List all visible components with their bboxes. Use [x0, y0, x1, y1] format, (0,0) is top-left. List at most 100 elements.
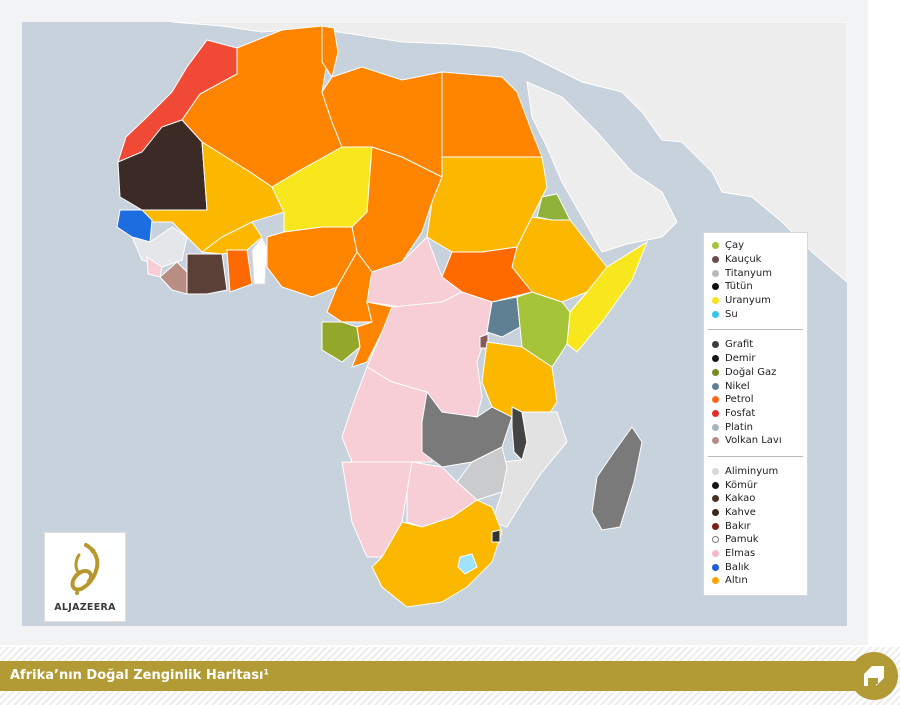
- region-lesotho: [457, 553, 478, 575]
- legend-label: Altın: [725, 575, 748, 587]
- legend-label: Platin: [725, 421, 753, 433]
- region-madagascar: [591, 426, 643, 531]
- legend-item: Balık: [712, 560, 799, 574]
- legend-label: Titanyum: [725, 267, 772, 279]
- legend-label: Kömür: [725, 479, 758, 491]
- logo-text: ALJAZEERA: [54, 602, 116, 613]
- legend-label: Aliminyum: [725, 465, 779, 477]
- legend-group-3: Aliminyum Kömür Kakao Kahve Bakır Pamuk …: [712, 465, 799, 588]
- map-svg: [116, 22, 847, 608]
- legend-dot: [712, 297, 719, 305]
- legend-item: Pamuk: [712, 533, 799, 547]
- legend-dot: [712, 256, 719, 264]
- legend-dot: [712, 355, 719, 363]
- legend-label: Kauçuk: [725, 254, 762, 266]
- legend-dot: [712, 368, 719, 376]
- legend-label: Su: [725, 308, 738, 320]
- region-eritrea: [536, 193, 571, 221]
- legend-item: Nikel: [712, 379, 799, 393]
- legend-group-1: Çay Kauçuk Titanyum Tütün Uranyum Su: [712, 239, 799, 321]
- region-ghana: [226, 249, 253, 293]
- legend-label: Bakır: [725, 520, 751, 532]
- legend-dot: [712, 310, 719, 318]
- legend-dot: [712, 481, 719, 489]
- legend-label: Demir: [725, 353, 756, 365]
- legend-label: Nikel: [725, 380, 750, 392]
- legend-label: Fosfat: [725, 407, 756, 419]
- legend-dot: [712, 437, 719, 445]
- legend-label: Çay: [725, 240, 745, 252]
- region-gabon: [321, 321, 361, 363]
- region-kenya: [516, 291, 571, 368]
- legend-dot: [712, 423, 719, 431]
- share-icon[interactable]: [850, 652, 898, 700]
- region-south-africa: [371, 499, 503, 608]
- legend-label: Grafit: [725, 339, 754, 351]
- legend-dot: [712, 495, 719, 503]
- legend-item: Bakır: [712, 519, 799, 533]
- legend-item: Doğal Gaz: [712, 366, 799, 380]
- legend-label: Uranyum: [725, 295, 771, 307]
- legend-dot: [712, 409, 719, 417]
- caption-title: Afrika’nın Doğal Zenginlik Haritası¹: [10, 668, 270, 683]
- legend-item: Platin: [712, 420, 799, 434]
- region-eswatini: [491, 529, 501, 543]
- aljazeera-logo: ALJAZEERA: [44, 532, 126, 622]
- region-benin: [251, 236, 268, 285]
- region-somalia: [566, 240, 649, 353]
- legend-dot: [712, 269, 719, 277]
- legend-dot: [712, 563, 719, 571]
- legend-dot: [712, 577, 719, 585]
- legend-label: Petrol: [725, 394, 754, 406]
- region-ivory-coast: [186, 253, 228, 295]
- legend-item: Kakao: [712, 492, 799, 506]
- legend-item: Tütün: [712, 280, 799, 294]
- legend-item: Su: [712, 307, 799, 321]
- legend-dot: [712, 522, 719, 530]
- legend-item: Kahve: [712, 506, 799, 520]
- legend-dot: [712, 382, 719, 390]
- legend-item: Petrol: [712, 393, 799, 407]
- legend-item: Altın: [712, 574, 799, 588]
- legend-group-2: Grafit Demir Doğal Gaz Nikel Petrol Fosf…: [712, 338, 799, 448]
- legend-item: Titanyum: [712, 266, 799, 280]
- legend-item: Volkan Lavı: [712, 434, 799, 448]
- region-guinea: [131, 226, 188, 268]
- legend-divider: [708, 329, 803, 331]
- legend-item: Kömür: [712, 478, 799, 492]
- legend-item: Fosfat: [712, 407, 799, 421]
- legend-label: Doğal Gaz: [725, 366, 777, 378]
- region-uganda: [486, 296, 521, 338]
- caption-bar: Afrika’nın Doğal Zenginlik Haritası¹: [0, 661, 855, 691]
- land-europe: [171, 22, 847, 283]
- legend-dot: [712, 509, 719, 517]
- legend-item: Grafit: [712, 338, 799, 352]
- legend-dot: [712, 283, 719, 291]
- legend-item: Elmas: [712, 547, 799, 561]
- legend-label: Kahve: [725, 507, 756, 519]
- land-arabia: [526, 81, 678, 253]
- legend-label: Kakao: [725, 493, 756, 505]
- aljazeera-calligraphy-icon: [70, 543, 100, 595]
- region-tunisia: [321, 25, 339, 79]
- legend-item: Demir: [712, 352, 799, 366]
- legend-label: Balık: [725, 561, 750, 573]
- region-angola: [341, 366, 433, 463]
- legend-dot: [712, 536, 719, 544]
- legend-label: Tütün: [725, 281, 753, 293]
- legend-dot: [712, 396, 719, 404]
- legend-label: Volkan Lavı: [725, 435, 782, 447]
- legend-divider: [708, 455, 803, 457]
- share-icon-glyph: [864, 666, 884, 686]
- legend-item: Kauçuk: [712, 253, 799, 267]
- legend-dot: [712, 467, 719, 475]
- legend-dot: [712, 341, 719, 349]
- legend-dot: [712, 242, 719, 250]
- legend-dot: [712, 550, 719, 558]
- legend-label: Pamuk: [725, 534, 759, 546]
- legend-item: Uranyum: [712, 294, 799, 308]
- legend-item: Çay: [712, 239, 799, 253]
- legend-item: Aliminyum: [712, 465, 799, 479]
- legend-label: Elmas: [725, 548, 756, 560]
- legend: Çay Kauçuk Titanyum Tütün Uranyum Su Gra…: [703, 232, 808, 596]
